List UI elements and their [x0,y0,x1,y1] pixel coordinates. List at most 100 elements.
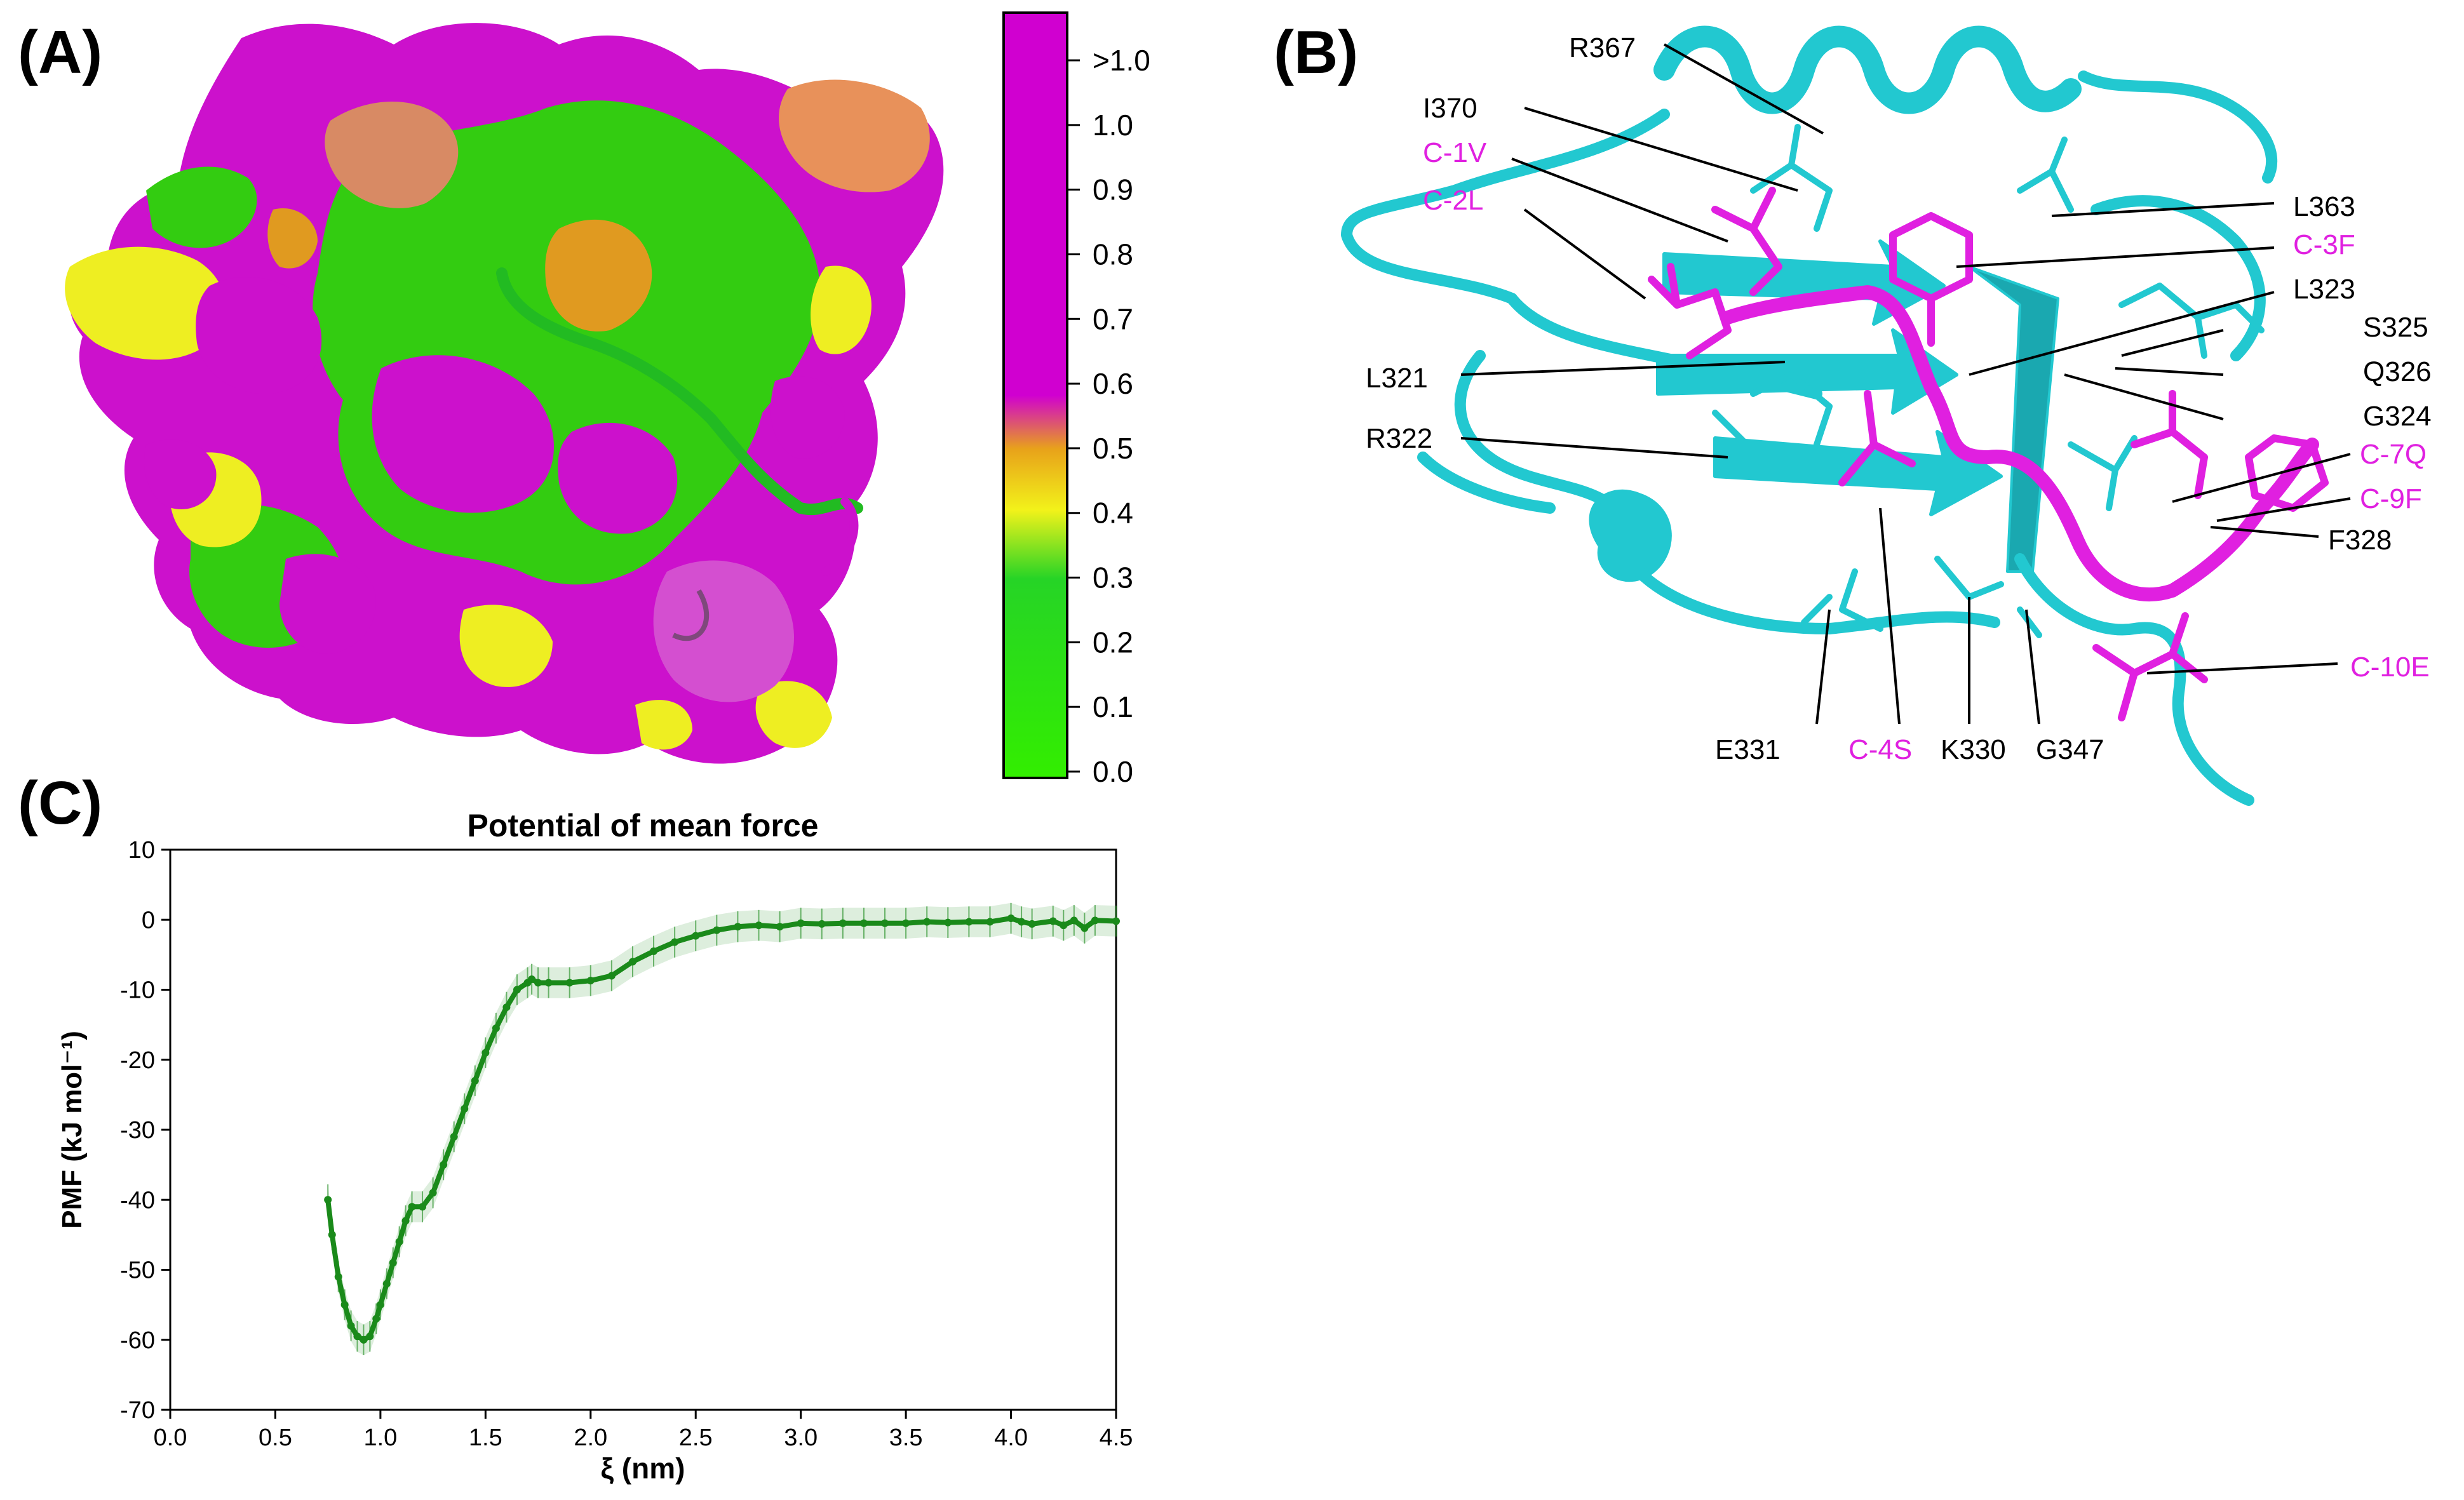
label-r367: R367 [1569,32,1636,64]
pmf-point [1081,924,1089,932]
pmf-point [324,1196,332,1204]
label-l321: L321 [1366,363,1428,394]
pmf-point [360,1336,368,1344]
pmf-point [986,918,994,926]
y-tick-label: -40 [120,1187,155,1214]
colorbar-tick-label: 0.5 [1093,432,1133,465]
y-tick-label: -30 [120,1117,155,1144]
pmf-chart: Potential of mean force 0.0 0.5 1.0 1.5 2.0 2… [57,808,1133,1485]
y-tick-label: -70 [120,1397,155,1424]
pmf-point [481,1048,490,1057]
chart-marks [324,902,1120,1356]
label-i370: I370 [1423,93,1478,124]
pmf-point [440,1161,448,1169]
pmf-point [1091,916,1099,925]
x-tick-label: 3.5 [889,1424,923,1451]
label-k330: K330 [1941,734,2006,765]
panel-label-b: (B) [1274,18,1359,86]
pmf-point [450,1133,458,1141]
label-c4s: C-4S [1848,734,1912,765]
pmf-point [328,1231,336,1239]
colorbar-tick-label: 1.0 [1093,109,1133,142]
pmf-point [713,926,721,934]
ribbon-structure-figure: R367 I370 C-1V C-2L L363 C-3F L323 S325 … [1341,25,2432,806]
error-band [328,902,1116,1356]
x-tick-label: 1.0 [363,1424,397,1451]
pmf-point [534,979,542,987]
label-c2l: C-2L [1423,185,1483,216]
pmf-point [1112,917,1120,925]
y-tick-label: -60 [120,1327,155,1354]
protein-surface [65,23,944,764]
pmf-point [408,1203,416,1211]
pmf-line [325,915,1117,1343]
pmf-point [923,918,931,926]
colorbar-tick-label: 0.6 [1093,367,1133,400]
pmf-point [776,923,784,931]
x-tick-label: 3.0 [784,1424,818,1451]
label-l363: L363 [2293,191,2355,222]
pmf-point [461,1104,469,1113]
pmf-point [353,1332,361,1341]
y-tick-label: -20 [120,1047,155,1074]
pmf-point [376,1301,384,1309]
pmf-point [419,1203,427,1211]
pmf-point [340,1301,349,1309]
chart-title: Potential of mean force [468,808,819,843]
pmf-point [965,918,973,926]
residue-labels: R367 I370 C-1V C-2L L363 C-3F L323 S325 … [1366,32,2432,765]
pmf-point [372,1315,380,1323]
pmf-point [902,919,910,927]
colorbar-ticks: >1.0 1.0 0.9 0.8 0.7 0.6 0.5 0.4 0.3 0.2 0.1 0.0 [1067,44,1150,787]
x-tick-label: 0.5 [259,1424,292,1451]
label-g324: G324 [2363,401,2432,432]
pmf-point [334,1273,342,1281]
colorbar-tick-label: 0.4 [1093,497,1133,530]
pmf-point [544,979,553,987]
protein-ribbon [1341,25,2278,806]
label-q326: Q326 [2363,356,2432,387]
pmf-point [755,921,763,930]
pmf-point [565,979,574,987]
pmf-point [1018,918,1026,926]
pmf-point [944,918,952,927]
pmf-point [1070,916,1078,925]
pmf-point [366,1332,374,1341]
pmf-point [429,1189,437,1197]
pmf-point [513,986,521,994]
x-tick-label: 2.0 [574,1424,607,1451]
label-c1v: C-1V [1423,137,1487,168]
x-axis-label: ξ (nm) [601,1452,685,1485]
pmf-point [628,958,636,966]
y-tick-label: -50 [120,1257,155,1284]
panel-label-c: (C) [18,769,103,837]
colorbar-tick-label: 0.2 [1093,626,1133,659]
panel-label-a: (A) [18,18,103,86]
colorbar [1002,11,1068,779]
leader-lines [1460,43,2351,725]
label-c3f: C-3F [2293,229,2355,260]
pmf-point [671,938,679,946]
x-tick-label: 1.5 [469,1424,502,1451]
surface-figure: >1.0 1.0 0.9 0.8 0.7 0.6 0.5 0.4 0.3 0.2 0.1 0.0 [65,11,1150,787]
pmf-point [1028,920,1036,928]
pmf-point [650,947,658,955]
pmf-point [1007,914,1015,923]
pmf-point [797,919,805,927]
y-tick-label: -10 [120,977,155,1004]
pmf-point [1060,921,1068,930]
pmf-point [607,972,616,980]
label-r322: R322 [1366,423,1432,454]
colorbar-tick-label: 0.1 [1093,690,1133,723]
label-s325: S325 [2363,312,2428,343]
pmf-point [734,923,742,931]
colorbar-tick-label: 0.9 [1093,173,1133,206]
pmf-point [692,932,700,940]
colorbar-tick-label: 0.3 [1093,561,1133,594]
label-e331: E331 [1715,734,1781,765]
chart-axes: 0.0 0.5 1.0 1.5 2.0 2.5 3.0 3.5 4.0 4.5 10 0 -10 -20 -… [120,837,1133,1451]
label-c10e: C-10E [2350,652,2430,683]
pmf-point [881,919,889,927]
label-l323: L323 [2293,274,2355,305]
x-tick-label: 4.5 [1100,1424,1133,1451]
